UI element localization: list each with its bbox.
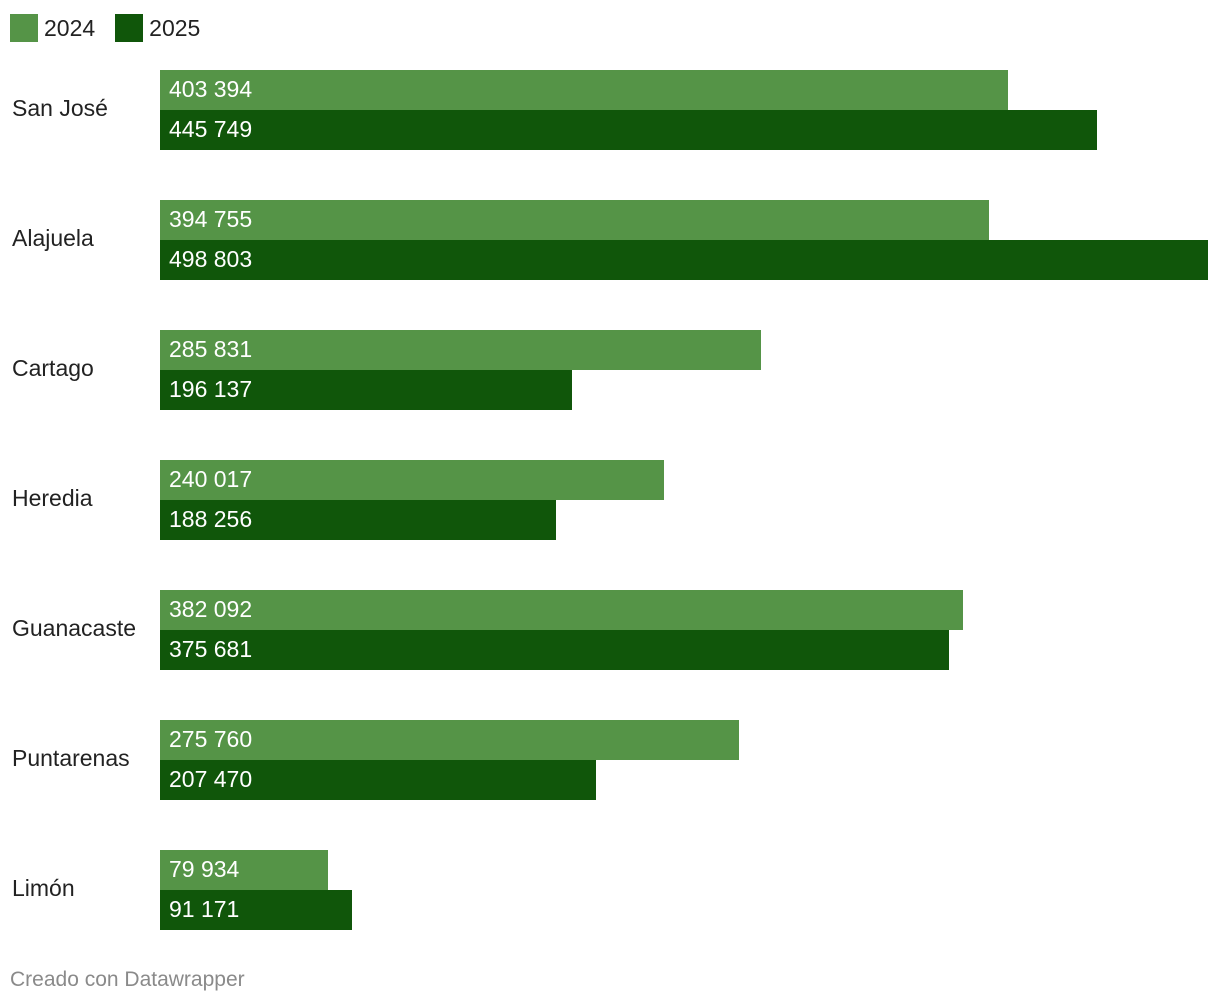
bar-value-label-heredia-2024: 240 017 — [169, 466, 252, 492]
bar-value-label-san-jose-2024: 403 394 — [169, 76, 252, 102]
category-label-alajuela: Alajuela — [12, 225, 94, 251]
legend-item-2024: 2024 — [10, 14, 95, 42]
bar-puntarenas-2025 — [160, 760, 596, 800]
bar-alajuela-2025 — [160, 240, 1208, 280]
bar-cartago-2024 — [160, 330, 761, 370]
legend-item-2025: 2025 — [115, 14, 200, 42]
bar-alajuela-2024 — [160, 200, 989, 240]
bar-heredia-2024 — [160, 460, 664, 500]
legend-swatch-2024 — [10, 14, 38, 42]
category-label-san-jose: San José — [12, 95, 108, 121]
bar-value-label-cartago-2024: 285 831 — [169, 336, 252, 362]
bar-value-label-puntarenas-2025: 207 470 — [169, 766, 252, 792]
category-label-cartago: Cartago — [12, 355, 94, 381]
legend-label-2025: 2025 — [149, 15, 201, 41]
bar-guanacaste-2024 — [160, 590, 963, 630]
footer-credit: Creado con Datawrapper — [10, 968, 245, 991]
bar-value-label-limon-2025: 91 171 — [169, 896, 239, 922]
category-label-puntarenas: Puntarenas — [12, 745, 130, 771]
bar-heredia-2025 — [160, 500, 556, 540]
bar-value-label-heredia-2025: 188 256 — [169, 506, 252, 532]
category-label-heredia: Heredia — [12, 485, 93, 511]
bar-value-label-san-jose-2025: 445 749 — [169, 116, 252, 142]
bar-value-label-guanacaste-2024: 382 092 — [169, 596, 252, 622]
bar-value-label-cartago-2025: 196 137 — [169, 376, 252, 402]
bar-guanacaste-2025 — [160, 630, 949, 670]
bar-value-label-alajuela-2025: 498 803 — [169, 246, 252, 272]
category-label-limon: Limón — [12, 875, 75, 901]
bar-san-jose-2024 — [160, 70, 1008, 110]
bar-chart: San José 403 394 445 749 Alajuela 394 755 498… — [12, 70, 1208, 930]
bar-value-label-puntarenas-2024: 275 760 — [169, 726, 252, 752]
legend-label-2024: 2024 — [44, 15, 96, 41]
category-label-guanacaste: Guanacaste — [12, 615, 136, 641]
bar-value-label-guanacaste-2025: 375 681 — [169, 636, 252, 662]
legend-swatch-2025 — [115, 14, 144, 42]
bar-value-label-limon-2024: 79 934 — [169, 856, 240, 882]
bar-cartago-2025 — [160, 370, 572, 410]
bar-puntarenas-2024 — [160, 720, 739, 760]
legend: 2024 2025 — [10, 14, 220, 42]
bar-limon-2024 — [160, 850, 328, 890]
bar-san-jose-2025 — [160, 110, 1097, 150]
bar-limon-2025 — [160, 890, 352, 930]
bar-value-label-alajuela-2024: 394 755 — [169, 206, 252, 232]
